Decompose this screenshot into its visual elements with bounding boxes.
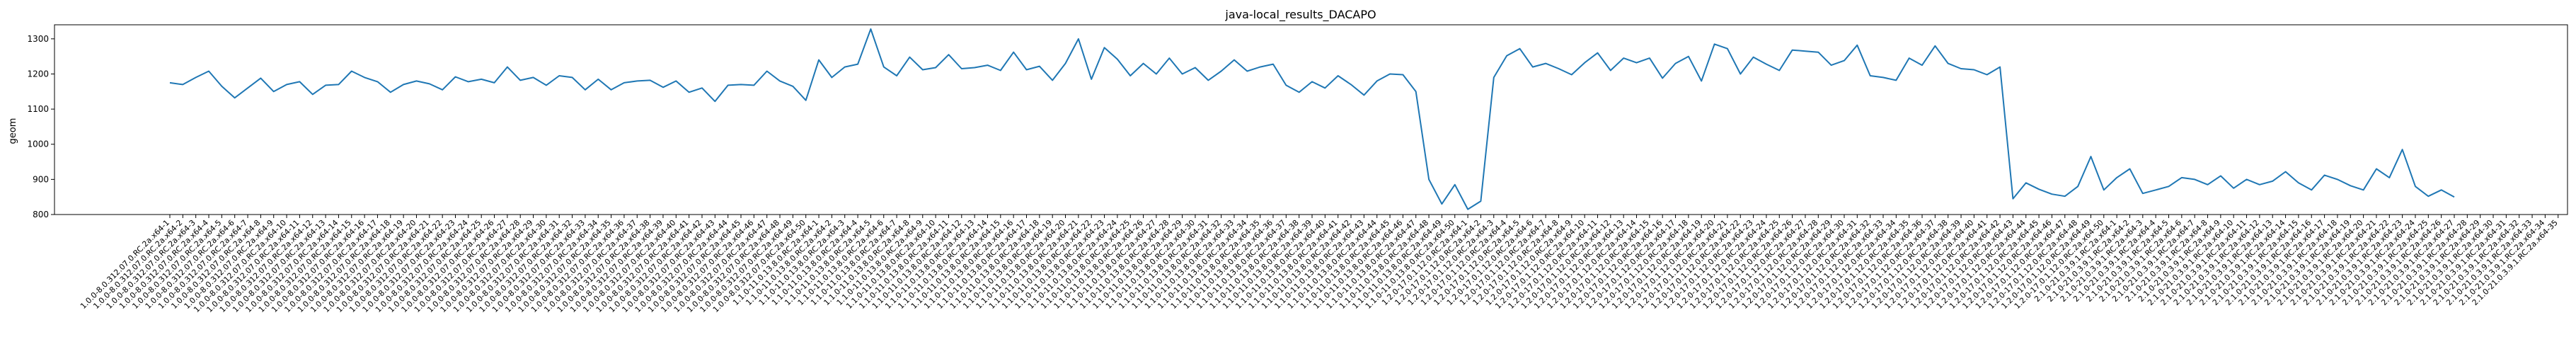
y-tick-label: 800 <box>33 210 49 219</box>
chart-title: java-local_results_DACAPO <box>1224 8 1376 22</box>
y-axis-label: geom <box>8 118 18 144</box>
y-tick-label: 1300 <box>27 34 49 44</box>
plot-frame <box>54 24 2568 215</box>
series-line-geom <box>169 28 2455 210</box>
y-tick-label: 1000 <box>27 139 49 149</box>
y-tick-label: 1200 <box>27 69 49 79</box>
y-axis: 800 900 1000 1100 1200 1300 <box>27 34 54 219</box>
y-tick-label: 900 <box>33 174 49 184</box>
y-tick-label: 1100 <box>27 104 49 114</box>
x-axis: 1.0.0-8.0.312.07.0.RC.2a.x64-11.0.0-8.0.… <box>79 215 2560 314</box>
